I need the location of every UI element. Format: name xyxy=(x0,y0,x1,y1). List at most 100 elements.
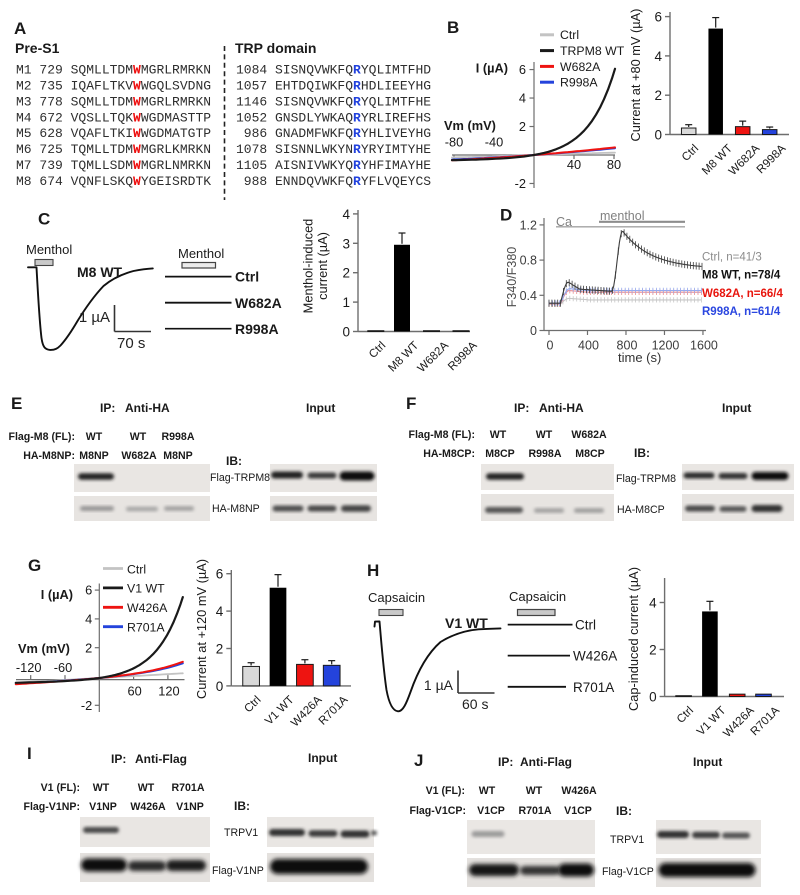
svg-text:0: 0 xyxy=(530,324,537,338)
svg-text:80: 80 xyxy=(607,157,621,172)
svg-text:Menthol-induced: Menthol-induced xyxy=(301,219,316,314)
svg-text:Menthol: Menthol xyxy=(178,246,224,261)
svg-text:2: 2 xyxy=(216,642,224,657)
svg-text:Ctrl, n=41/3: Ctrl, n=41/3 xyxy=(702,251,762,263)
svg-text:M8 674 VQNFLSKQWYGEISRDTK: M8 674 VQNFLSKQWYGEISRDTK xyxy=(16,174,211,189)
svg-text:V1 WT: V1 WT xyxy=(127,582,165,596)
svg-text:R701A: R701A xyxy=(127,621,165,635)
svg-text:current (µA): current (µA) xyxy=(315,232,330,300)
svg-text:60 s: 60 s xyxy=(462,696,488,712)
svg-text:V1CP: V1CP xyxy=(477,805,505,817)
svg-text:I (µA): I (µA) xyxy=(41,587,73,602)
svg-text:TRPM8 WT: TRPM8 WT xyxy=(560,44,625,58)
svg-text:Pre-S1: Pre-S1 xyxy=(15,40,60,56)
svg-text:Flag-TRPM8: Flag-TRPM8 xyxy=(210,472,270,484)
svg-text:Ctrl: Ctrl xyxy=(560,28,579,42)
svg-text:0: 0 xyxy=(547,339,554,353)
svg-text:1.2: 1.2 xyxy=(520,218,537,232)
svg-text:WT: WT xyxy=(93,782,110,794)
svg-text:Cap-induced current (µA): Cap-induced current (µA) xyxy=(626,567,641,711)
svg-text:1146 SISNQVWKFQRYQLIMTFHE: 1146 SISNQVWKFQRYQLIMTFHE xyxy=(236,94,431,109)
svg-text:1078 SISNNLWKYNRYRYIMTYHE: 1078 SISNNLWKYNRYRYIMTYHE xyxy=(236,142,431,157)
svg-text:0.4: 0.4 xyxy=(520,289,537,303)
svg-text:R998A: R998A xyxy=(529,448,562,460)
svg-text:I: I xyxy=(27,744,32,763)
svg-text:M7 739 TQMLLSDMWMGRLNMRKN: M7 739 TQMLLSDMWMGRLNMRKN xyxy=(16,158,211,173)
svg-text:W682A: W682A xyxy=(235,295,282,311)
svg-text:986 GNADMFWKFQRYHLIVEYHG: 986 GNADMFWKFQRYHLIVEYHG xyxy=(236,126,431,141)
svg-text:IB:: IB: xyxy=(616,804,632,818)
svg-text:Input: Input xyxy=(306,401,335,415)
svg-text:Anti-Flag: Anti-Flag xyxy=(135,752,187,766)
svg-text:1052 GNSDLYWKAQRYRLIREFHS: 1052 GNSDLYWKAQRYRLIREFHS xyxy=(236,110,431,125)
svg-text:WT: WT xyxy=(138,782,155,794)
svg-text:IB:: IB: xyxy=(226,454,242,468)
svg-text:D: D xyxy=(500,206,512,225)
svg-text:HA-M8CP:: HA-M8CP: xyxy=(423,448,475,460)
svg-text:E: E xyxy=(11,394,22,413)
svg-text:Menthol: Menthol xyxy=(26,242,72,257)
svg-text:120: 120 xyxy=(158,684,179,699)
svg-text:F: F xyxy=(406,394,416,413)
svg-text:0: 0 xyxy=(654,128,662,143)
svg-text:R998A: R998A xyxy=(560,76,598,90)
svg-text:R998A, n=61/4: R998A, n=61/4 xyxy=(702,306,781,318)
svg-text:I (µA): I (µA) xyxy=(476,61,508,76)
svg-text:4: 4 xyxy=(216,604,224,619)
svg-text:M4 672 VQSLLTQKWWGDMASTTP: M4 672 VQSLLTQKWWGDMASTTP xyxy=(16,110,211,125)
svg-text:H: H xyxy=(367,561,379,580)
svg-text:Ctrl: Ctrl xyxy=(127,562,146,576)
svg-text:F340/F380: F340/F380 xyxy=(505,247,519,308)
svg-text:Anti-Flag: Anti-Flag xyxy=(520,755,572,769)
svg-text:Flag-V1CP: Flag-V1CP xyxy=(602,866,654,878)
svg-text:TRPV1: TRPV1 xyxy=(224,827,258,839)
svg-text:Current at +80 mV (µA): Current at +80 mV (µA) xyxy=(628,9,643,142)
svg-text:WT: WT xyxy=(526,785,543,797)
svg-text:Input: Input xyxy=(308,751,337,765)
svg-text:M1 729 SQMLLTDMWMGRLRMRKN: M1 729 SQMLLTDMWMGRLRMRKN xyxy=(16,63,211,78)
svg-text:G: G xyxy=(28,556,41,575)
svg-text:6: 6 xyxy=(85,583,92,598)
svg-text:Flag-M8 (FL):: Flag-M8 (FL): xyxy=(409,429,476,441)
svg-text:4: 4 xyxy=(519,91,526,106)
svg-text:70 s: 70 s xyxy=(117,335,145,352)
svg-text:V1NP: V1NP xyxy=(176,801,204,813)
svg-text:W682A: W682A xyxy=(560,60,601,74)
svg-text:-60: -60 xyxy=(54,660,73,675)
svg-text:R701A: R701A xyxy=(573,680,614,695)
svg-text:Flag-V1CP:: Flag-V1CP: xyxy=(409,805,466,817)
svg-text:Flag-M8 (FL):: Flag-M8 (FL): xyxy=(9,431,76,443)
svg-text:R998A: R998A xyxy=(162,431,195,443)
svg-text:1057 EHTDQIWKFQRHDLIEEYHG: 1057 EHTDQIWKFQRHDLIEEYHG xyxy=(236,78,431,93)
svg-text:time (s): time (s) xyxy=(618,350,661,365)
svg-text:Ctrl: Ctrl xyxy=(575,618,596,633)
svg-text:2: 2 xyxy=(519,119,526,134)
svg-text:R998A: R998A xyxy=(235,321,279,337)
svg-text:WT: WT xyxy=(536,429,553,441)
svg-text:1: 1 xyxy=(342,295,350,310)
svg-text:Flag-V1NP: Flag-V1NP xyxy=(212,865,264,877)
svg-text:Vm (mV): Vm (mV) xyxy=(18,641,70,656)
svg-text:TRP domain: TRP domain xyxy=(235,40,316,56)
svg-text:TRPV1: TRPV1 xyxy=(610,834,644,846)
svg-text:2: 2 xyxy=(85,640,92,655)
svg-text:60: 60 xyxy=(127,684,141,699)
svg-text:W682A: W682A xyxy=(121,450,157,462)
svg-text:Anti-HA: Anti-HA xyxy=(125,401,170,415)
svg-text:V1CP: V1CP xyxy=(564,805,592,817)
svg-text:WT: WT xyxy=(490,429,507,441)
svg-text:-80: -80 xyxy=(445,135,464,150)
svg-text:WT: WT xyxy=(479,785,496,797)
svg-text:Input: Input xyxy=(693,755,722,769)
svg-text:WT: WT xyxy=(130,431,147,443)
svg-text:6: 6 xyxy=(654,10,662,25)
svg-text:Vm (mV): Vm (mV) xyxy=(444,118,496,133)
svg-text:HA-M8CP: HA-M8CP xyxy=(617,504,665,516)
svg-text:V1 WT: V1 WT xyxy=(445,615,488,631)
svg-text:2: 2 xyxy=(654,88,662,103)
svg-text:Flag-TRPM8: Flag-TRPM8 xyxy=(616,473,676,485)
svg-text:IP:: IP: xyxy=(100,401,115,415)
svg-text:R701A: R701A xyxy=(172,782,205,794)
svg-text:Ctrl: Ctrl xyxy=(235,269,259,285)
svg-text:6: 6 xyxy=(519,62,526,77)
